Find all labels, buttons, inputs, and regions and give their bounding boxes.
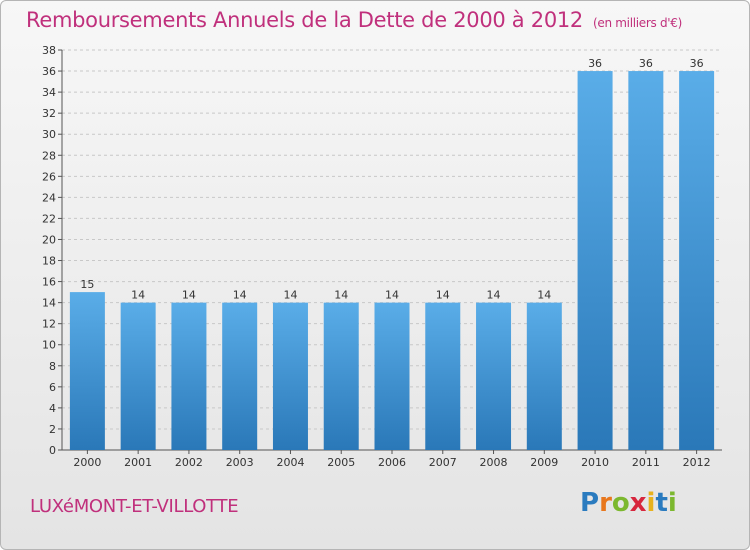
- x-tick-label: 2008: [480, 456, 508, 469]
- x-tick-label: 2010: [581, 456, 609, 469]
- bar-2001: [120, 302, 156, 450]
- data-label: 36: [588, 57, 602, 70]
- y-tick-label: 20: [42, 233, 56, 246]
- data-label: 14: [233, 289, 247, 302]
- logo-letter: t: [655, 488, 668, 518]
- y-tick-label: 18: [42, 255, 56, 268]
- x-tick-label: 2000: [73, 456, 101, 469]
- data-label: 14: [283, 289, 297, 302]
- data-label: 36: [690, 57, 704, 70]
- x-tick-label: 2001: [124, 456, 152, 469]
- x-tick-label: 2004: [276, 456, 304, 469]
- logo-letter: o: [611, 488, 630, 518]
- bar-2008: [476, 302, 512, 450]
- y-tick-label: 16: [42, 276, 56, 289]
- x-tick-labels: 2000 2001 2002 2003 2004 2005 2006 2007 2008 2009…: [73, 456, 710, 469]
- y-tick-label: 8: [49, 360, 56, 373]
- bar-2005: [323, 302, 359, 450]
- y-tick-label: 22: [42, 212, 56, 225]
- x-tick-label: 2011: [632, 456, 660, 469]
- y-tick-label: 34: [42, 86, 56, 99]
- data-label: 14: [385, 289, 399, 302]
- x-tick-label: 2007: [429, 456, 457, 469]
- data-label: 14: [537, 289, 551, 302]
- logo-letter: x: [629, 488, 647, 518]
- data-label: 36: [639, 57, 653, 70]
- y-tick-label: 2: [49, 423, 56, 436]
- proxiti-logo: Proxiti: [580, 488, 677, 518]
- y-tick-label: 26: [42, 170, 56, 183]
- logo-letter: i: [667, 488, 677, 518]
- y-tick-label: 30: [42, 128, 56, 141]
- x-tick-label: 2003: [226, 456, 254, 469]
- chart-title-text: Remboursements Annuels de la Dette de 20…: [26, 8, 583, 32]
- bar-2006: [374, 302, 410, 450]
- logo-letter: i: [646, 488, 656, 518]
- x-tick-label: 2012: [683, 456, 711, 469]
- bar-2011: [628, 71, 664, 450]
- data-labels: 15 14 14 14 14 14 14 14 14 14 36 36 36: [80, 57, 703, 302]
- y-tick-label: 6: [49, 381, 56, 394]
- x-tick-label: 2006: [378, 456, 406, 469]
- bar-2000: [69, 292, 105, 450]
- x-tick-label: 2002: [175, 456, 203, 469]
- y-tick-label: 38: [42, 44, 56, 57]
- bar-2002: [171, 302, 207, 450]
- y-tick-label: 4: [49, 402, 56, 415]
- x-tick-label: 2009: [530, 456, 558, 469]
- y-tick-label: 12: [42, 318, 56, 331]
- y-tick-label: 28: [42, 149, 56, 162]
- chart-subtitle: (en milliers d'€): [593, 16, 683, 30]
- data-label: 14: [131, 289, 145, 302]
- data-label: 14: [436, 289, 450, 302]
- data-label: 15: [80, 278, 94, 291]
- bar-2003: [222, 302, 258, 450]
- y-tick-label: 10: [42, 339, 56, 352]
- data-label: 14: [487, 289, 501, 302]
- y-tick-label: 24: [42, 191, 56, 204]
- chart-title: Remboursements Annuels de la Dette de 20…: [26, 8, 682, 32]
- logo-letter: r: [599, 488, 612, 518]
- y-tick-label: 0: [49, 444, 56, 457]
- bar-2010: [577, 71, 613, 450]
- bar-2009: [526, 302, 562, 450]
- y-tick-label: 36: [42, 65, 56, 78]
- bar-2004: [272, 302, 308, 450]
- commune-name: LUXéMONT-ET-VILLOTTE: [30, 496, 239, 517]
- data-label: 14: [182, 289, 196, 302]
- data-label: 14: [334, 289, 348, 302]
- logo-letter: P: [580, 488, 600, 518]
- bars: [69, 71, 715, 450]
- x-tick-label: 2005: [327, 456, 355, 469]
- bar-2007: [425, 302, 461, 450]
- bar-2012: [679, 71, 715, 450]
- y-tick-label: 14: [42, 297, 56, 310]
- y-tick-label: 32: [42, 107, 56, 120]
